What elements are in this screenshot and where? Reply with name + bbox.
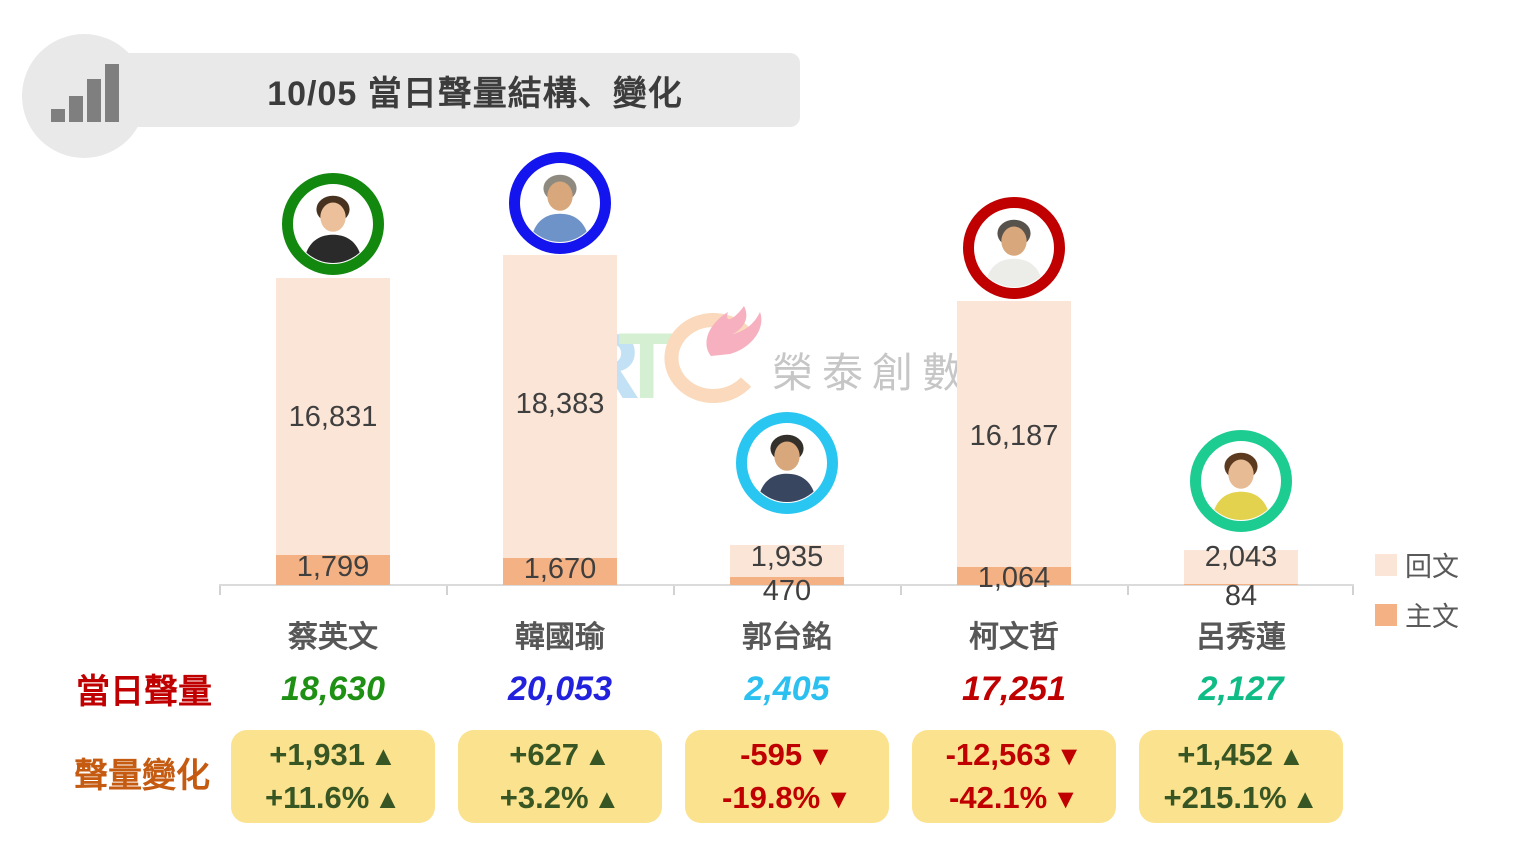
volume-change-box: +1,452 ▲ +215.1% ▲ [1139,730,1343,823]
daily-volume-total: 20,053 [508,669,612,708]
down-triangle-icon: ▼ [807,740,834,771]
change-percent-line: -42.1% ▼ [949,779,1079,815]
axis-tick [1127,586,1129,595]
candidate-photo [1202,442,1280,520]
down-triangle-icon: ▼ [1052,783,1079,814]
axis-tick [900,586,902,595]
reply-count-label: 1,935 [750,540,824,573]
flame-icon [706,306,762,356]
watermark-text: 榮泰創數 [772,350,972,396]
daily-volume-total: 2,405 [744,669,830,708]
header-title-bar [90,53,800,127]
change-percent-line: +215.1% ▲ [1163,779,1319,815]
axis-tick [219,586,221,595]
candidate-avatar [736,412,838,514]
candidate-name: 呂秀蓮 [1196,621,1286,654]
main-legend-swatch [1375,603,1397,626]
volume-change-box: +627 ▲ +3.2% ▲ [458,730,662,823]
volume-change-box: -595 ▼ -19.8% ▼ [685,730,889,823]
daily-volume-total: 17,251 [962,669,1066,708]
reply-count-label: 18,383 [515,387,605,420]
volume-change-box: +1,931 ▲ +11.6% ▲ [231,730,435,823]
candidate-avatar [282,173,384,275]
up-triangle-icon: ▲ [584,740,611,771]
reply-bar-segment [957,301,1071,568]
candidate-avatar [963,197,1065,299]
reply-count-label: 16,831 [288,400,378,433]
daily-volume-total: 2,127 [1198,669,1284,708]
candidate-avatar [1190,430,1292,532]
change-value-line: +1,452 ▲ [1177,736,1305,772]
change-percent-line: +3.2% ▲ [499,779,621,815]
candidate-avatar [509,152,611,254]
legend-item-main: 主文 [1375,595,1459,634]
main-count-label: 470 [762,574,812,607]
candidate-photo [748,424,826,502]
main-bar-segment [730,577,844,585]
change-value-line: -12,563 ▼ [945,736,1083,772]
reply-legend-swatch [1375,553,1397,576]
down-triangle-icon: ▼ [1055,740,1083,771]
main-count-label: 84 [1224,579,1258,612]
change-value-line: +627 ▲ [509,736,611,772]
candidate-name: 郭台銘 [742,621,832,654]
change-percent-line: -19.8% ▼ [722,779,852,815]
main-bar-segment [1184,583,1298,585]
candidate-name: 蔡英文 [288,621,378,654]
candidate-photo [975,209,1053,287]
down-triangle-icon: ▼ [825,783,852,814]
reply-bar-segment [276,278,390,556]
up-triangle-icon: ▲ [593,783,621,814]
reply-bar-segment [1184,549,1298,584]
main-bar-segment [503,557,617,585]
axis-tick [446,586,448,595]
change-value-line: +1,931 ▲ [269,736,397,772]
up-triangle-icon: ▲ [374,783,402,814]
candidate-name: 柯文哲 [969,621,1059,654]
volume-change-box: -12,563 ▼ -42.1% ▼ [912,730,1116,823]
x-axis-line [219,584,1354,586]
main-count-label: 1,064 [977,561,1051,594]
reply-count-label: 16,187 [969,419,1059,452]
main-count-label: 1,670 [523,552,597,585]
axis-tick [1352,586,1354,595]
daily-volume-row-label: 當日聲量 [76,672,212,711]
axis-tick [673,586,675,595]
volume-change-row-label: 聲量變化 [74,756,210,795]
main-count-label: 1,799 [296,550,370,583]
reply-bar-segment [730,545,844,578]
candidate-photo [521,164,599,242]
change-value-line: -595 ▼ [740,736,834,772]
reply-count-label: 2,043 [1204,540,1278,573]
page-title: 10/05 當日聲量結構、變化 [267,74,683,113]
candidate-photo [294,185,372,263]
up-triangle-icon: ▲ [1291,783,1319,814]
reply-legend-label: 回文 [1405,552,1459,582]
change-percent-line: +11.6% ▲ [264,779,402,815]
daily-volume-total: 18,630 [281,669,385,708]
up-triangle-icon: ▲ [1277,740,1305,771]
main-legend-label: 主文 [1405,602,1459,632]
candidate-name: 韓國瑜 [515,621,605,654]
main-bar-segment [276,555,390,585]
reply-bar-segment [503,255,617,558]
bar-chart-icon [51,64,119,122]
main-bar-segment [957,567,1071,585]
up-triangle-icon: ▲ [369,740,397,771]
watermark-logo: R T 榮泰創數 [572,306,972,413]
legend-item-reply: 回文 [1375,545,1459,584]
